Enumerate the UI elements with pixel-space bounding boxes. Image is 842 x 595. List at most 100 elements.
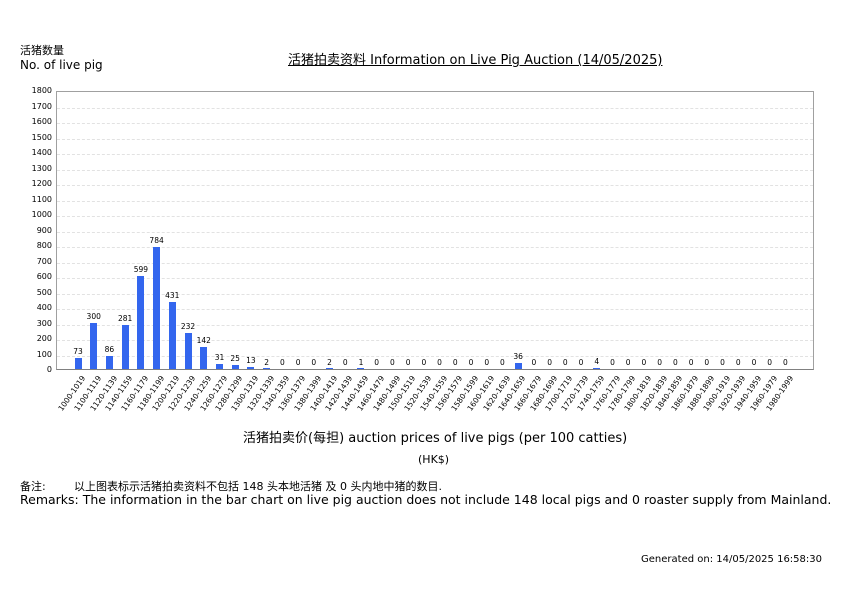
bar <box>263 368 271 369</box>
gridline <box>57 231 813 233</box>
gridline <box>57 185 813 186</box>
y-tick-label: 500 <box>36 287 52 297</box>
gridline <box>57 154 813 155</box>
bar-value-label: 36 <box>513 352 523 362</box>
bar-value-label: 2 <box>327 357 332 367</box>
bar <box>74 357 82 369</box>
gridline <box>57 309 813 310</box>
bar-value-label: 4 <box>594 357 600 367</box>
gridline <box>57 247 813 248</box>
x-axis-title: 活猪拍卖价(每担) auction prices of live pigs (p… <box>243 431 628 446</box>
bar-value-label: 0 <box>295 358 301 367</box>
bar-value-label: 0 <box>688 358 694 367</box>
remark-cn-label: 备注: <box>20 480 46 493</box>
bar <box>153 247 161 369</box>
remark-cn-text: 以上图表标示活猪拍卖资料不包括 148 头本地活猪 及 0 头内地中猪的数目. <box>74 480 442 493</box>
gridline <box>57 169 813 171</box>
y-tick-label: 1200 <box>31 179 52 188</box>
bar-value-label: 0 <box>468 358 474 367</box>
y-tick-label: 1600 <box>31 117 52 126</box>
bar-value-label: 0 <box>531 358 537 367</box>
bar-value-label: 0 <box>484 358 490 367</box>
bar-value-label: 0 <box>500 358 505 367</box>
bar <box>357 368 365 369</box>
bar-value-label: 0 <box>279 358 285 367</box>
bar-value-label: 73 <box>73 346 83 356</box>
y-tick-label: 1700 <box>31 101 52 111</box>
y-tick-label: 400 <box>36 303 52 312</box>
bar-value-label: 784 <box>149 236 164 246</box>
bar-value-label: 0 <box>783 358 788 367</box>
bar-value-label: 0 <box>342 358 348 367</box>
bar-value-label: 31 <box>214 353 225 363</box>
y-tick-label: 100 <box>36 349 52 359</box>
bar-value-label: 1 <box>358 357 364 367</box>
y-tick-label: 200 <box>36 334 52 343</box>
y-tick-label: 1500 <box>31 132 52 142</box>
y-tick-label: 0 <box>46 365 52 374</box>
bar-value-label: 0 <box>578 358 584 367</box>
y-axis-title-cn: 活猪数量 <box>20 44 64 57</box>
bar-value-label: 86 <box>104 344 115 354</box>
generated-timestamp: Generated on: 14/05/2025 16:58:30 <box>641 554 822 565</box>
y-tick-label: 600 <box>36 272 52 281</box>
plot-area: 73 300 86 281 599 784 431 232 142 31 25 13 2 0 0 0 2 0 1 0 0… <box>56 91 814 370</box>
bar <box>137 276 145 369</box>
bar-value-label: 0 <box>625 358 631 367</box>
bar <box>231 365 239 369</box>
y-tick-label: 700 <box>36 256 52 266</box>
y-tick-label: 1100 <box>31 194 52 204</box>
y-tick-label: 1400 <box>31 148 52 157</box>
bar <box>105 355 113 369</box>
bar-value-label: 0 <box>672 358 678 367</box>
bar-value-label: 0 <box>720 358 725 367</box>
bar-value-label: 13 <box>246 355 256 365</box>
gridline <box>57 262 813 264</box>
bar-value-label: 0 <box>421 358 427 367</box>
bar-value-label: 0 <box>767 358 773 367</box>
bar-value-label: 300 <box>86 311 101 321</box>
bar-value-label: 0 <box>390 358 395 367</box>
bar <box>326 368 334 369</box>
bar <box>215 364 223 369</box>
x-axis-unit: (HK$) <box>418 453 450 466</box>
chart-title: 活猪拍卖资料 Information on Live Pig Auction (… <box>288 53 663 68</box>
gridline <box>57 216 813 217</box>
gridline <box>57 340 813 341</box>
bar-value-label: 0 <box>374 358 380 367</box>
gridline <box>57 200 813 202</box>
y-tick-label: 1300 <box>31 163 52 173</box>
bar-value-label: 0 <box>405 358 411 367</box>
bar-value-label: 599 <box>133 265 149 275</box>
remark-en: Remarks: The information in the bar char… <box>20 492 832 507</box>
bar <box>593 368 601 369</box>
y-tick-label: 800 <box>36 241 52 250</box>
gridline <box>57 107 813 109</box>
bar <box>168 302 176 369</box>
remark-cn: 备注: 以上图表标示活猪拍卖资料不包括 148 头本地活猪 及 0 头内地中猪的数… <box>20 478 442 494</box>
bar <box>247 367 255 369</box>
bar-value-label: 0 <box>735 358 741 367</box>
bar-value-label: 0 <box>562 358 568 367</box>
y-tick-label: 900 <box>36 225 52 235</box>
bar <box>514 363 522 369</box>
y-axis-title-en: No. of live pig <box>20 58 103 72</box>
gridline <box>57 355 813 357</box>
y-tick-label: 1000 <box>31 210 52 219</box>
y-tick-label: 300 <box>36 318 52 328</box>
gridline <box>57 278 813 279</box>
gridline <box>57 324 813 326</box>
bar <box>90 322 98 369</box>
bar <box>121 325 129 369</box>
gridline <box>57 293 813 295</box>
bar-value-label: 232 <box>180 322 196 332</box>
bar-value-label: 0 <box>610 358 615 367</box>
y-tick-label: 1800 <box>31 86 52 95</box>
bar-value-label: 0 <box>437 358 442 367</box>
bar-value-label: 0 <box>704 358 710 367</box>
bar-value-label: 142 <box>196 335 211 345</box>
bar-value-label: 25 <box>230 354 240 364</box>
bar-value-label: 281 <box>117 314 133 324</box>
bar-value-label: 0 <box>751 358 757 367</box>
bar-value-label: 0 <box>311 358 317 367</box>
